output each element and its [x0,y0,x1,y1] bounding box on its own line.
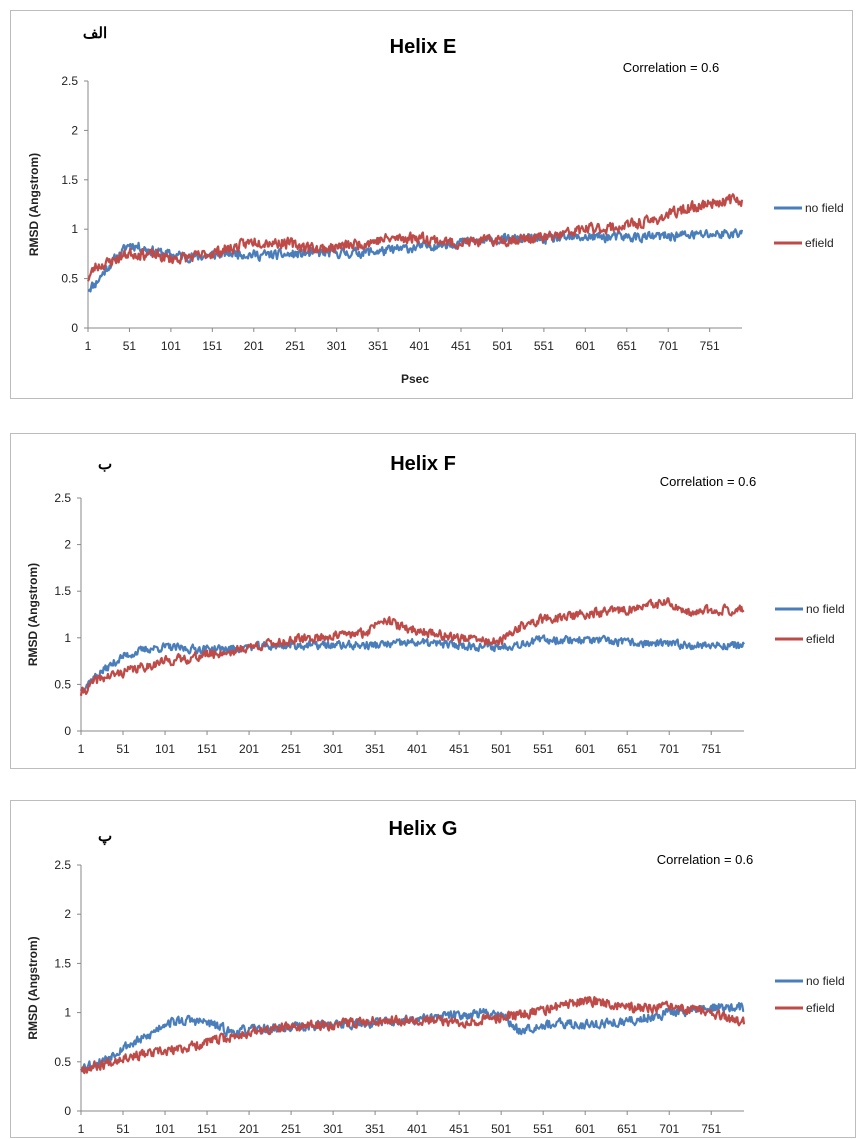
y-tick-label: 1.5 [61,173,78,187]
y-tick-label: 2.5 [54,491,71,505]
legend-label: no field [806,974,845,988]
y-tick-label: 1 [71,222,78,236]
y-tick-label: 1 [64,631,71,645]
panel-tag: الف [83,25,107,42]
y-tick-label: 2.5 [61,74,78,88]
x-tick-label: 101 [161,339,181,353]
correlation-annotation: Correlation = 0.6 [660,474,756,489]
correlation-annotation: Correlation = 0.6 [623,60,719,75]
x-tick-label: 451 [449,742,469,756]
chart-panel-helix-g: 0 0.5 1 1.5 2 2.5 1 51 101 151 201 251 301 351 401 451 5… [10,800,856,1138]
x-tick-label: 151 [202,339,222,353]
x-tick-label: 401 [410,339,430,353]
y-tick-label: 2 [64,538,71,552]
series-line-efield [80,995,746,1075]
y-tick-label: 0.5 [54,677,71,691]
y-tick-label: 0 [71,321,78,335]
legend-label: no field [805,201,844,215]
y-axis-label: RMSD (Angstrom) [27,153,41,256]
chart-title: Helix F [390,453,456,475]
x-tick-label: 101 [155,1122,175,1136]
series-line-efield [79,597,745,696]
y-tick-label: 1 [64,1006,71,1020]
x-tick-label: 701 [658,339,678,353]
x-tick-label: 1 [85,339,92,353]
x-tick-label: 1 [78,1122,85,1136]
chart-helix-g: 00.511.522.51 51 101 151 201 251 301 351 401 451 5… [26,818,845,1136]
y-tick-label: 1.5 [54,584,71,598]
x-tick-label: 201 [239,1122,259,1136]
panel-tag: پ [98,828,112,846]
legend-label: efield [806,1001,835,1015]
legend-label: efield [806,632,835,646]
y-tick-label: 0.5 [61,272,78,286]
series-line-no-field [79,634,745,693]
y-tick-label: 2 [64,907,71,921]
chart-title: Helix E [390,36,457,58]
x-tick-label: 551 [534,339,554,353]
legend-label: efield [805,236,834,250]
x-tick-label: 101 [155,742,175,756]
correlation-annotation: Correlation = 0.6 [657,852,753,867]
x-tick-label: 301 [323,1122,343,1136]
y-axis-label: RMSD (Angstrom) [26,936,40,1039]
x-tick-label: 51 [116,1122,130,1136]
x-tick-label: 351 [365,742,385,756]
x-tick-label: 351 [365,1122,385,1136]
x-tick-label: 1 [78,742,85,756]
x-tick-label: 251 [281,742,301,756]
x-tick-label: 751 [701,742,721,756]
x-tick-label: 51 [116,742,130,756]
y-tick-label: 2.5 [54,858,71,872]
x-tick-label: 401 [407,742,427,756]
x-tick-label: 251 [281,1122,301,1136]
x-tick-label: 251 [285,339,305,353]
x-tick-label: 651 [617,1122,637,1136]
chart-title: Helix G [389,818,458,840]
series-line-no-field [79,1001,745,1073]
x-tick-label: 751 [701,1122,721,1136]
x-tick-label: 551 [533,1122,553,1136]
y-tick-label: 2 [71,123,78,137]
chart-helix-f: 00.511.522.51 51 101 151 201 251 301 351 401 451 5… [26,453,845,756]
y-tick-label: 1.5 [54,956,71,970]
x-tick-label: 201 [239,742,259,756]
legend-label: no field [806,602,845,616]
x-tick-label: 701 [659,742,679,756]
x-tick-label: 301 [327,339,347,353]
x-tick-label: 301 [323,742,343,756]
x-tick-label: 451 [451,339,471,353]
x-tick-label: 601 [575,339,595,353]
x-tick-label: 501 [491,742,511,756]
y-tick-label: 0 [64,1104,71,1118]
series-line-efield [87,193,744,282]
chart-panel-helix-e: 0 0.5 1 1.5 2 2.5 1 51 101 151 201 251 301 351 401 451 5… [10,10,853,399]
x-tick-label: 751 [700,339,720,353]
chart-panel-helix-f: 0 0.5 1 1.5 2 2.5 1 51 101 151 201 251 301 351 401 451 5… [10,433,856,769]
x-tick-label: 151 [197,1122,217,1136]
x-tick-label: 601 [575,1122,595,1136]
x-tick-label: 651 [617,339,637,353]
x-tick-label: 501 [491,1122,511,1136]
y-axis-label: RMSD (Angstrom) [26,563,40,666]
x-tick-label: 501 [492,339,512,353]
x-tick-label: 401 [407,1122,427,1136]
y-tick-label: 0 [64,724,71,738]
y-tick-label: 0.5 [54,1055,71,1069]
x-tick-label: 601 [575,742,595,756]
x-axis-label: Psec [401,372,429,386]
chart-helix-e: 00.511.522.51 51 101 151 201 251 301 351 401 451 5… [27,25,844,386]
x-tick-label: 651 [617,742,637,756]
x-tick-label: 151 [197,742,217,756]
x-tick-label: 351 [368,339,388,353]
panel-tag: ب [98,456,112,473]
x-tick-label: 551 [533,742,553,756]
x-tick-label: 51 [123,339,137,353]
x-tick-label: 201 [244,339,264,353]
x-tick-label: 701 [659,1122,679,1136]
x-tick-label: 451 [449,1122,469,1136]
